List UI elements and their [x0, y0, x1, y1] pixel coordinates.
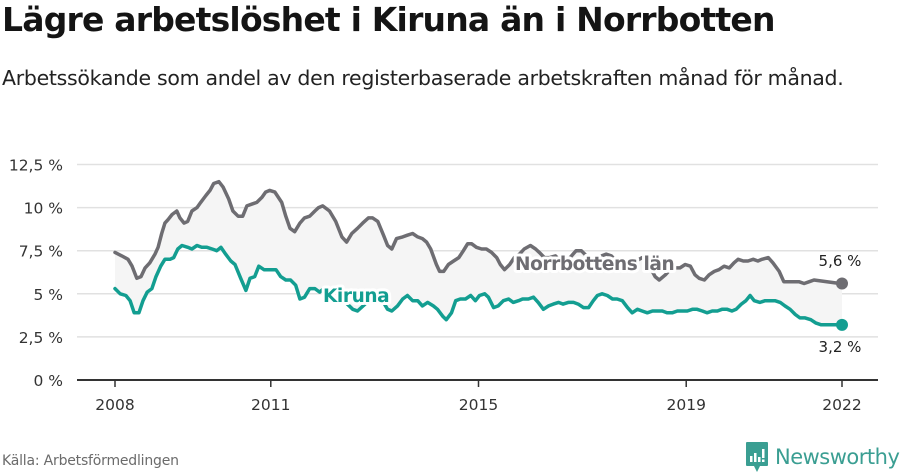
newsworthy-logo: Newsworthy: [745, 441, 900, 473]
end-value-norrbotten: 5,6 %: [819, 252, 862, 270]
end-marker-kiruna: [836, 318, 848, 331]
end-marker-norrbotten: [836, 277, 848, 290]
y-tick-label: 12,5 %: [9, 157, 63, 175]
y-tick-label: 2,5 %: [19, 329, 63, 347]
chart-title: Lägre arbetslöshet i Kiruna än i Norrbot…: [2, 0, 776, 39]
y-tick-label: 5 %: [33, 286, 63, 304]
x-tick-label: 2011: [251, 396, 290, 414]
chart-subtitle: Arbetssökande som andel av den registerb…: [2, 66, 844, 90]
y-tick-label: 0 %: [33, 372, 63, 390]
series-line-kiruna: [113, 243, 844, 327]
source-note: Källa: Arbetsförmedlingen: [2, 453, 179, 469]
series-line-norrbotten: [113, 179, 844, 286]
x-tick-label: 2022: [822, 396, 861, 414]
x-tick-label: 2008: [95, 396, 134, 414]
y-tick-label: 7,5 %: [19, 243, 63, 261]
bar-chart-speech-bubble-icon: [746, 442, 768, 472]
x-tick-label: 2015: [459, 396, 498, 414]
x-axis: 2008 2011 2015 2019 2022: [77, 379, 878, 414]
brand-name: Newsworthy: [775, 445, 900, 469]
series-label-norrbotten: Norrbottens län: [515, 254, 674, 275]
end-value-kiruna: 3,2 %: [819, 338, 862, 356]
series-label-kiruna: Kiruna: [323, 286, 389, 307]
x-tick-label: 2019: [666, 396, 705, 414]
y-axis: 0 % 2,5 % 5 % 7,5 % 10 % 12,5 %: [9, 157, 63, 391]
y-tick-label: 10 %: [24, 200, 63, 218]
difference-band: [115, 181, 842, 325]
